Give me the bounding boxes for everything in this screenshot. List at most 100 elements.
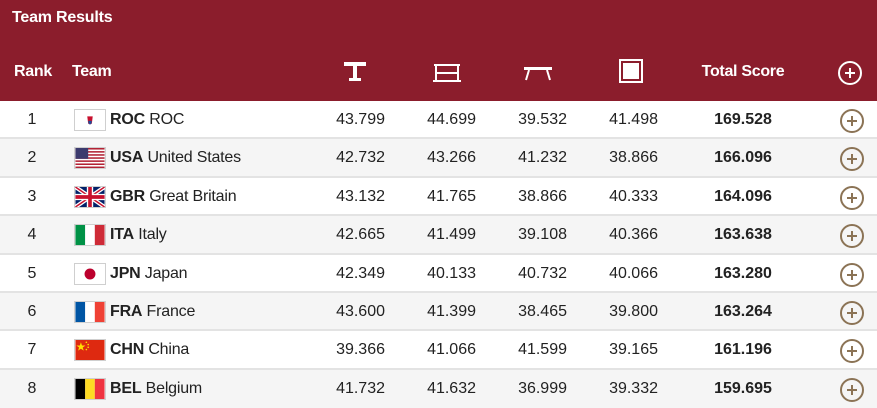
table-row: 5 JPN Japan 42.349 40.133 40.732 40.066 163.28…: [0, 254, 877, 293]
rank-cell: 8: [27, 379, 37, 397]
team-code: ITA: [110, 226, 134, 244]
chn-flag-icon: [74, 339, 106, 362]
total-score: 163.280: [714, 264, 772, 282]
expand-row-icon[interactable]: [840, 147, 864, 172]
floor-exercise-icon: [619, 59, 643, 83]
total-score-column-header: Total Score: [701, 63, 785, 80]
rank-cell: 6: [27, 302, 37, 320]
team-name: United States: [147, 149, 241, 167]
team-name: France: [146, 302, 196, 320]
table-row: 8 BEL Belgium 41.732 41.632 36.999 39.332 159.…: [0, 369, 877, 408]
team-name: Italy: [138, 226, 167, 244]
uneven-bars-score: 44.699: [427, 111, 476, 128]
gbr-flag-icon: [74, 185, 106, 208]
team-cell: FRA France: [110, 293, 195, 331]
rank-cell: 1: [27, 111, 37, 128]
ita-flag-icon: [74, 224, 106, 247]
table-row: 6 FRA France 43.600 41.399 38.465 39.800 163.2…: [0, 292, 877, 332]
floor-exercise-score: 39.800: [609, 302, 658, 320]
team-column-header: Team: [72, 63, 112, 80]
balance-beam-score: 39.108: [518, 226, 567, 244]
team-name: ROC: [149, 111, 185, 128]
page-title: Team Results: [12, 9, 113, 26]
rank-cell: 3: [27, 187, 37, 205]
team-code: ROC: [110, 111, 145, 128]
vault-score: 39.366: [336, 341, 385, 359]
expand-row-icon[interactable]: [840, 185, 864, 210]
uneven-bars-score: 41.066: [427, 341, 476, 359]
table-row: 1 ROC ROC 43.799 44.699 39.532 41.498 169.528: [0, 101, 877, 140]
expand-row-icon[interactable]: [840, 339, 864, 364]
uneven-bars-score: 41.632: [427, 379, 476, 397]
expand-row-icon[interactable]: [840, 109, 864, 133]
team-name: Great Britain: [149, 187, 237, 205]
total-score: 164.096: [714, 187, 772, 205]
results-table: 1 ROC ROC 43.799 44.699 39.532 41.498 169.528 2…: [0, 101, 877, 408]
uneven-bars-icon: [433, 64, 461, 82]
expand-all-icon[interactable]: [838, 61, 862, 85]
team-name: China: [148, 341, 190, 359]
expand-row-icon[interactable]: [840, 262, 864, 287]
team-cell: ITA Italy: [110, 216, 167, 254]
vault-score: 42.349: [336, 264, 385, 282]
vault-icon: [344, 62, 366, 81]
team-cell: USA United States: [110, 139, 241, 177]
uneven-bars-score: 41.499: [427, 226, 476, 244]
balance-beam-score: 36.999: [518, 379, 567, 397]
team-code: USA: [110, 149, 144, 167]
vault-score: 42.732: [336, 149, 385, 167]
team-cell: GBR Great Britain: [110, 178, 237, 216]
total-score: 163.264: [714, 302, 772, 320]
team-cell: ROC ROC: [110, 101, 184, 139]
vault-score: 41.732: [336, 379, 385, 397]
team-code: FRA: [110, 302, 143, 320]
team-code: CHN: [110, 341, 145, 359]
floor-exercise-score: 39.332: [609, 379, 658, 397]
balance-beam-score: 38.465: [518, 302, 567, 320]
total-score: 169.528: [714, 111, 772, 128]
vault-score: 43.132: [336, 187, 385, 205]
team-code: BEL: [110, 379, 142, 397]
balance-beam-icon: [524, 67, 552, 81]
table-row: 2 USA United States 42.732 43.266 41.232 38.8…: [0, 139, 877, 178]
team-code: JPN: [110, 264, 141, 282]
team-code: GBR: [110, 187, 145, 205]
balance-beam-score: 38.866: [518, 187, 567, 205]
total-score: 161.196: [714, 341, 772, 359]
total-score: 166.096: [714, 149, 772, 167]
floor-exercise-score: 38.866: [609, 149, 658, 167]
fra-flag-icon: [74, 300, 106, 323]
table-row: 3 GBR Great Britain 43.132 41.765 38.866 40.3…: [0, 177, 877, 217]
team-cell: BEL Belgium: [110, 370, 202, 408]
rank-cell: 2: [27, 149, 37, 167]
table-row: 7 CHN China 39.366 41.066 41.599 39.165 161.19…: [0, 331, 877, 370]
team-cell: JPN Japan: [110, 255, 188, 293]
expand-row-icon[interactable]: [840, 377, 864, 402]
team-cell: CHN China: [110, 331, 189, 369]
bel-flag-icon: [74, 377, 106, 400]
jpn-flag-icon: [74, 262, 106, 285]
floor-exercise-score: 39.165: [609, 341, 658, 359]
floor-exercise-score: 40.333: [609, 187, 658, 205]
balance-beam-score: 40.732: [518, 264, 567, 282]
balance-beam-score: 41.232: [518, 149, 567, 167]
floor-exercise-score: 40.066: [609, 264, 658, 282]
total-score: 159.695: [714, 379, 772, 397]
uneven-bars-score: 41.765: [427, 187, 476, 205]
floor-exercise-score: 41.498: [609, 111, 658, 128]
results-header: Team Results Rank Team Total Score: [0, 0, 877, 101]
team-name: Belgium: [145, 379, 203, 397]
balance-beam-score: 39.532: [518, 111, 567, 128]
rank-cell: 7: [27, 341, 37, 359]
vault-score: 43.600: [336, 302, 385, 320]
total-score: 163.638: [714, 226, 772, 244]
roc-flag-icon: [74, 109, 106, 131]
floor-exercise-score: 40.366: [609, 226, 658, 244]
expand-row-icon[interactable]: [840, 300, 864, 325]
usa-flag-icon: [74, 147, 106, 170]
balance-beam-score: 41.599: [518, 341, 567, 359]
team-name: Japan: [144, 264, 188, 282]
expand-row-icon[interactable]: [840, 224, 864, 249]
vault-score: 42.665: [336, 226, 385, 244]
uneven-bars-score: 41.399: [427, 302, 476, 320]
